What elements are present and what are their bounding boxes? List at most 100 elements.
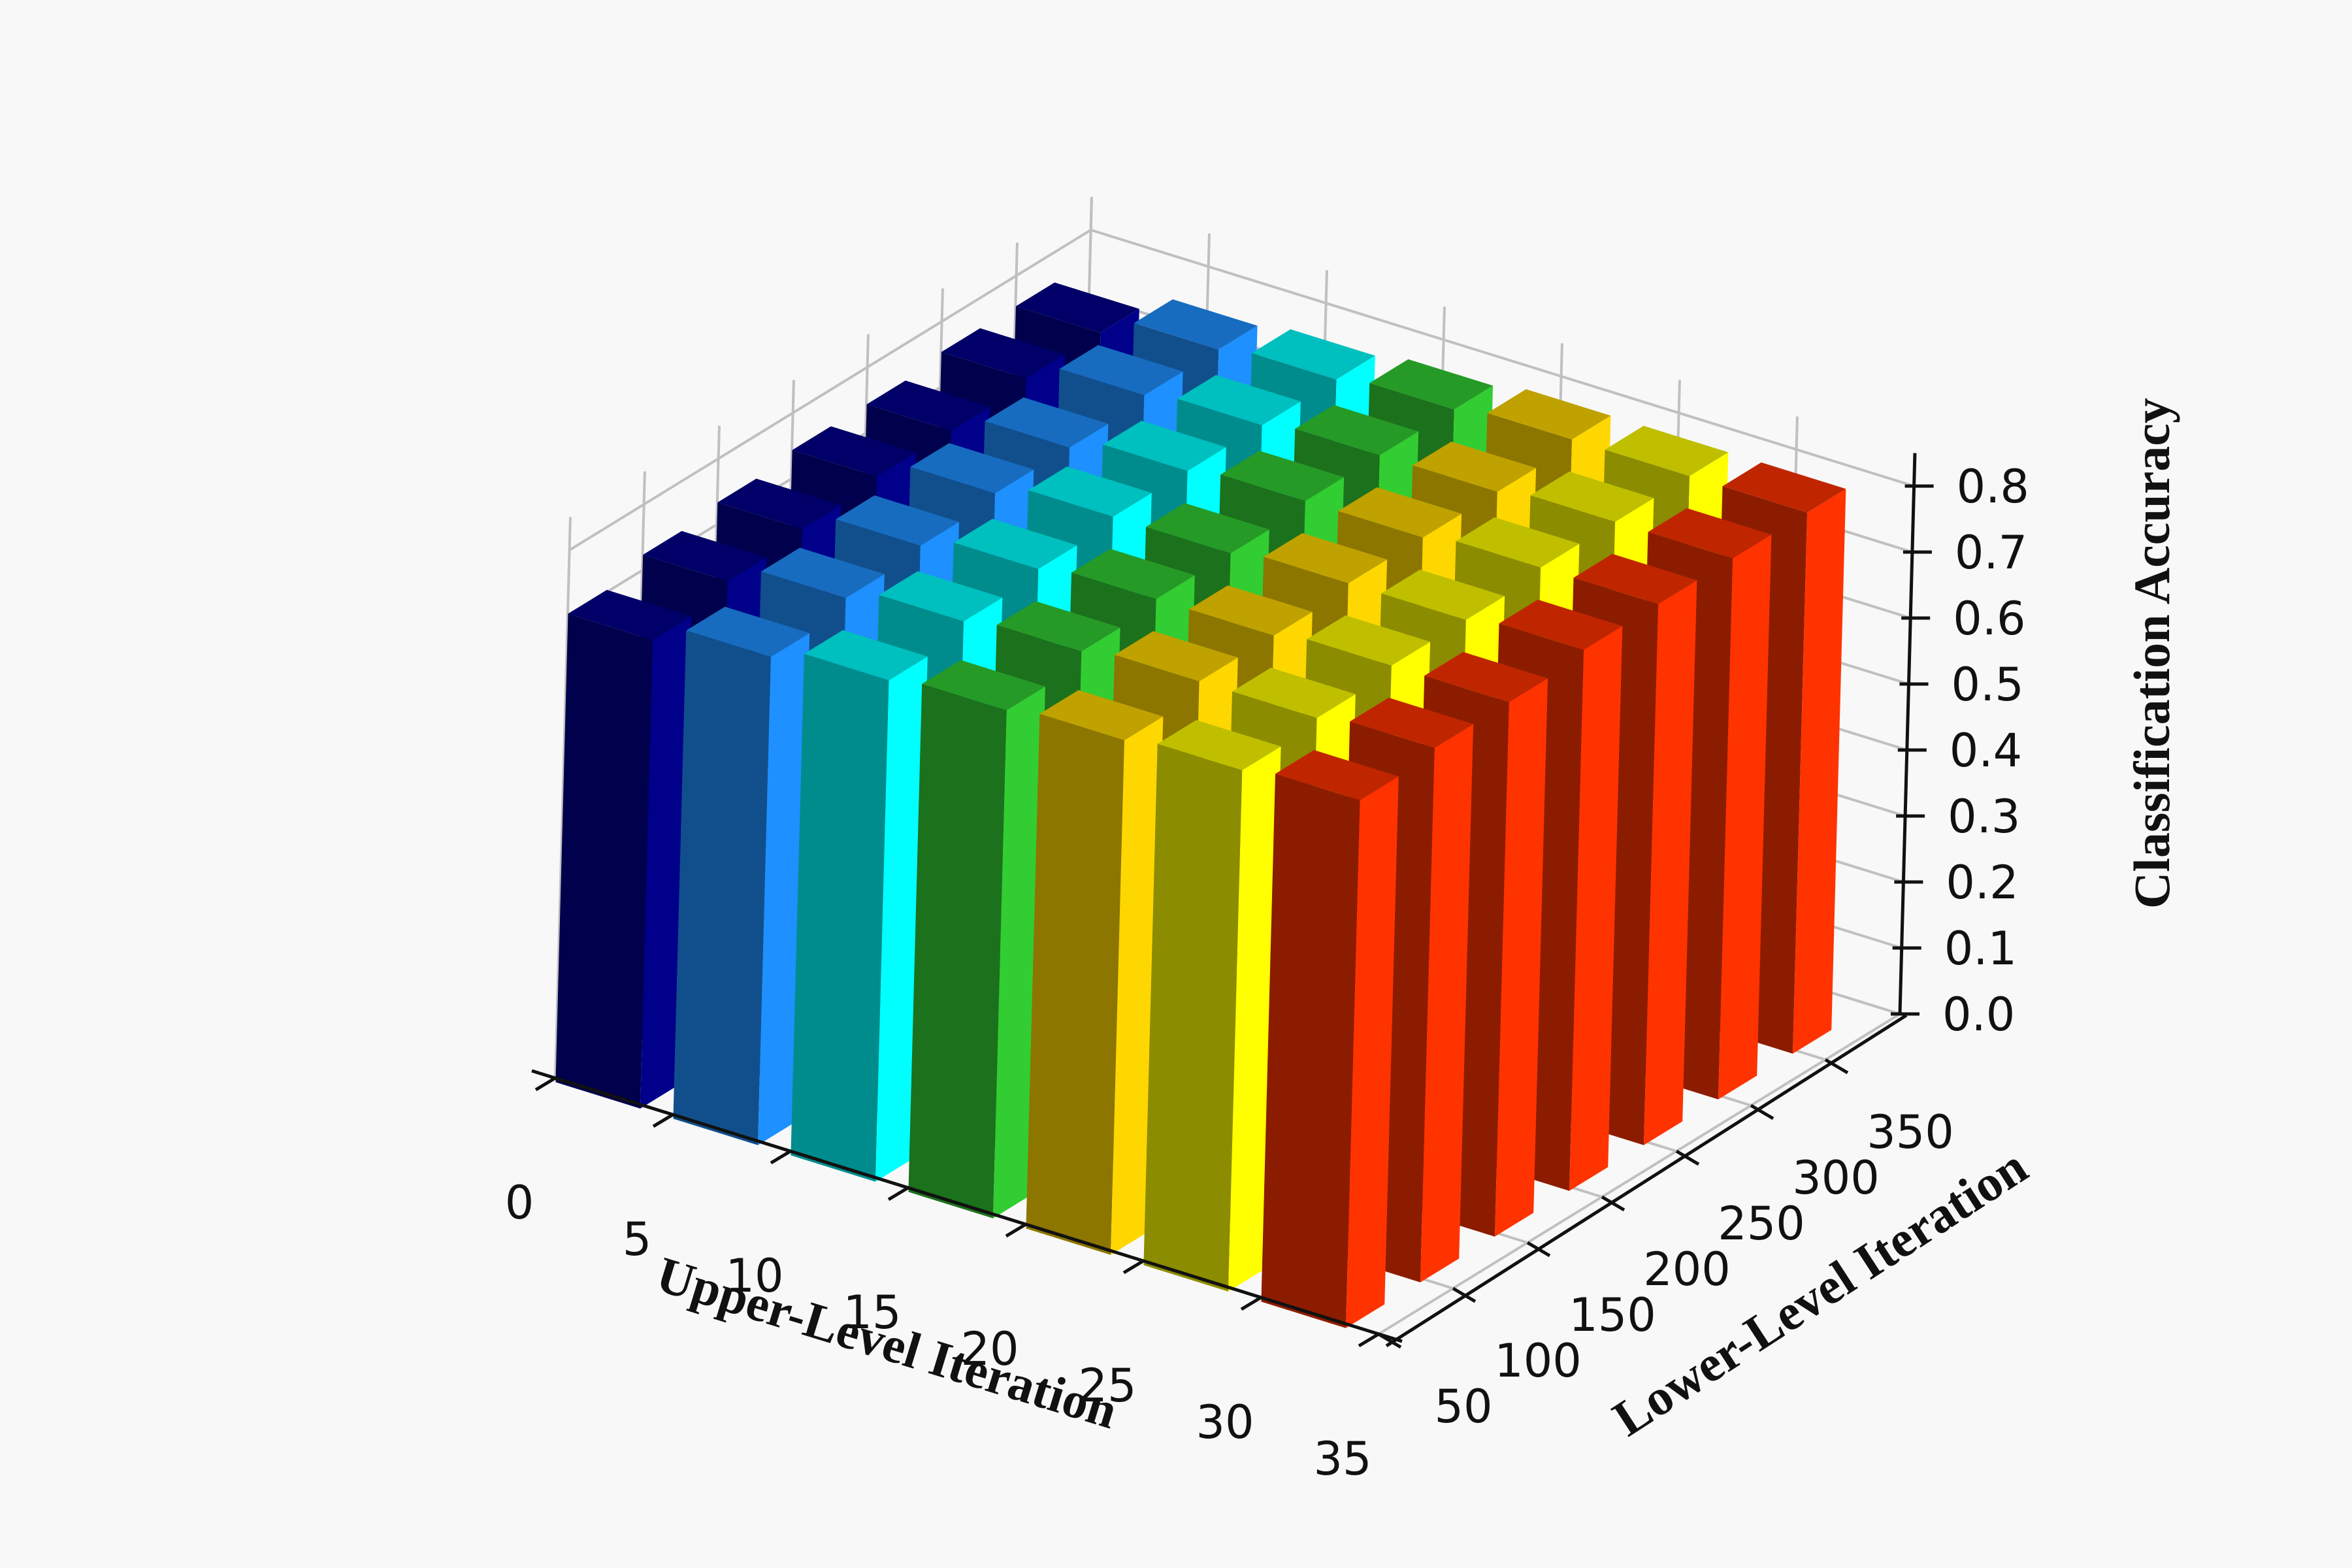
bar-top-face [1499,599,1623,650]
x-tick-label: 20 [960,1322,1019,1376]
bar-top-face [760,547,885,598]
y-tick-mark [1452,1286,1477,1303]
x-tick-label: 0 [505,1176,534,1230]
x-tick-mark [1122,1259,1145,1275]
x-tick-mark [534,1076,557,1092]
bar-top-face [1189,585,1313,636]
bar-top-face [836,495,959,546]
z-tick-label: 0.3 [1948,790,2020,843]
grid-line [1377,1013,1901,1335]
bar-top-face [1605,425,1729,476]
x-tick-label: 15 [843,1286,901,1339]
y-tick-label: 50 [1434,1380,1492,1433]
z-axis-title: Classification Accuracy [2123,398,2180,909]
y-tick-label: 250 [1718,1197,1805,1250]
bar-top-face [1015,282,1139,333]
x-axis-title: Upper-Level Iteration [650,1245,1124,1439]
y-tick-label: 150 [1569,1288,1656,1342]
bar-top-face [1530,471,1654,522]
z-tick-label: 0.2 [1946,856,2018,909]
bar-25-50 [1026,690,1164,1255]
bar-top-face [1722,462,1846,513]
y-tick-mark [1526,1241,1551,1258]
bar-top-face [1338,487,1462,538]
y-axis-line [1385,1013,1908,1348]
y-tick-mark [1675,1149,1700,1166]
y-tick-mark [1750,1103,1774,1120]
bar-front-face [1026,713,1124,1255]
axes-layer [531,453,1934,1349]
z-tick-label: 0.8 [1957,460,2029,514]
y-tick-label: 100 [1494,1334,1582,1388]
bar-top-face [1059,345,1183,395]
bar-top-face [1220,450,1345,501]
bar-top-face [1487,389,1611,440]
bar-front-face [1143,743,1243,1292]
bar-10-50 [673,606,810,1145]
bar-top-face [1295,404,1419,455]
bar-top-face [717,478,841,529]
bar-top-face [1134,299,1258,350]
x-tick-mark [1005,1222,1027,1238]
grid-line [554,517,572,1079]
bar-top-face [1381,569,1505,620]
bar-top-face [1028,466,1152,517]
x-tick-label: 5 [623,1213,652,1266]
bar-side-face [1718,534,1772,1100]
bar-5-50 [555,589,692,1109]
x-tick-mark [1240,1296,1262,1311]
bar-top-face [985,397,1109,448]
x-tick-label: 10 [725,1249,783,1303]
z-tick-label: 0.0 [1942,988,2015,1041]
grid-line [568,228,1915,551]
x-tick-label: 30 [1196,1396,1254,1449]
z-axis-line [1898,453,1917,1015]
y-tick-label: 350 [1867,1105,1954,1159]
bar-top-face [568,589,692,640]
bar-top-face [1071,549,1195,599]
bar-side-face [1420,724,1474,1282]
bar-15-50 [791,630,928,1182]
bar-top-face [804,630,928,681]
bar-top-face [1146,503,1269,553]
bar-top-face [879,571,1003,621]
bar-top-face [1039,690,1164,740]
bar-top-face [922,660,1045,711]
bar-top-face [1275,750,1399,800]
bar-top-face [1103,421,1226,471]
bar-top-face [996,601,1120,651]
bar-top-face [1413,441,1537,492]
x-tick-mark [1358,1332,1380,1348]
bar-side-face [1495,678,1548,1237]
bars-layer [555,282,1846,1328]
bar-front-face [555,613,653,1109]
bar-top-face [1232,668,1356,718]
bar-top-face [792,426,916,477]
bar-top-face [643,531,766,581]
bar-front-face [673,630,771,1145]
bar-top-face [1369,359,1494,410]
y-tick-mark [1377,1332,1402,1349]
bar-side-face [1569,626,1623,1191]
y-tick-label: 200 [1643,1243,1731,1296]
z-tick-label: 0.6 [1953,592,2025,645]
x-tick-mark [652,1113,674,1128]
bar-top-face [1648,508,1772,559]
x-tick-mark [887,1186,909,1201]
bar-top-face [1424,651,1548,702]
z-tick-label: 0.7 [1955,526,2027,580]
z-tick-label: 0.1 [1944,922,2017,975]
bar-top-face [1177,375,1301,425]
bar-30-50 [1143,720,1281,1292]
z-tick-label: 0.5 [1952,658,2024,711]
x-tick-mark [770,1149,792,1165]
x-tick-label: 25 [1078,1359,1136,1413]
bar-front-face [1261,774,1360,1328]
y-tick-label: 300 [1792,1151,1880,1205]
x-axis-line [531,1069,1403,1343]
y-tick-mark [1824,1058,1849,1075]
bar-top-face [1157,720,1281,770]
bar-top-face [1307,615,1431,666]
bar-top-face [941,328,1065,379]
